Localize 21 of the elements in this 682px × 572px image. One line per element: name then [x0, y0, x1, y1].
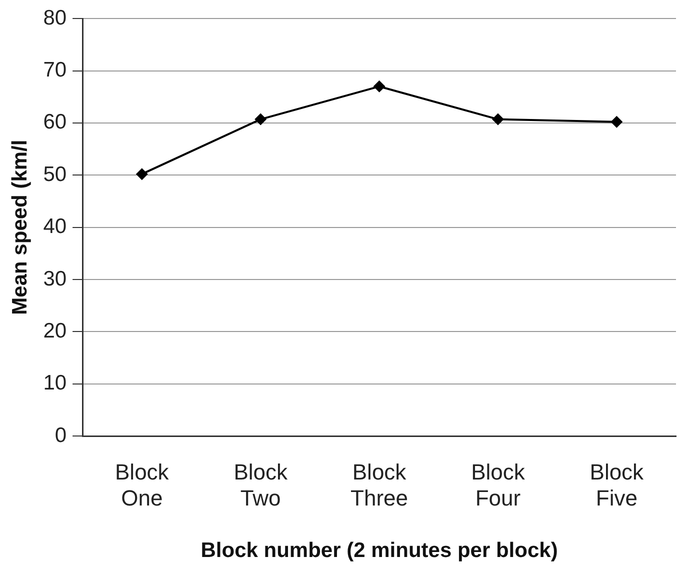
y-tick-label: 70	[43, 58, 67, 82]
x-axis-title: Block number (2 minutes per block)	[200, 539, 558, 562]
y-tick-label: 20	[43, 319, 67, 342]
x-tick-label: Block Two	[234, 459, 288, 511]
x-tick-label: Block Four	[471, 459, 526, 511]
point	[610, 116, 623, 128]
x-tick-label: Block Three	[350, 459, 408, 511]
point	[136, 168, 148, 180]
x-tick-label: Block Five	[590, 459, 645, 511]
y-tick-label: 10	[43, 372, 67, 395]
point	[373, 80, 386, 92]
y-tick-label: 0	[54, 424, 67, 447]
y-tick-label: 50	[43, 162, 67, 186]
y-tick-label: 60	[43, 110, 67, 134]
y-tick-label: 80	[43, 6, 67, 30]
y-tick-label: 30	[43, 267, 67, 290]
x-tick-label: Block One	[115, 459, 170, 511]
y-tick-label: 40	[43, 215, 67, 238]
point	[492, 113, 504, 126]
y-axis-title: Mean speed (km/l	[8, 140, 32, 315]
point	[254, 113, 267, 126]
